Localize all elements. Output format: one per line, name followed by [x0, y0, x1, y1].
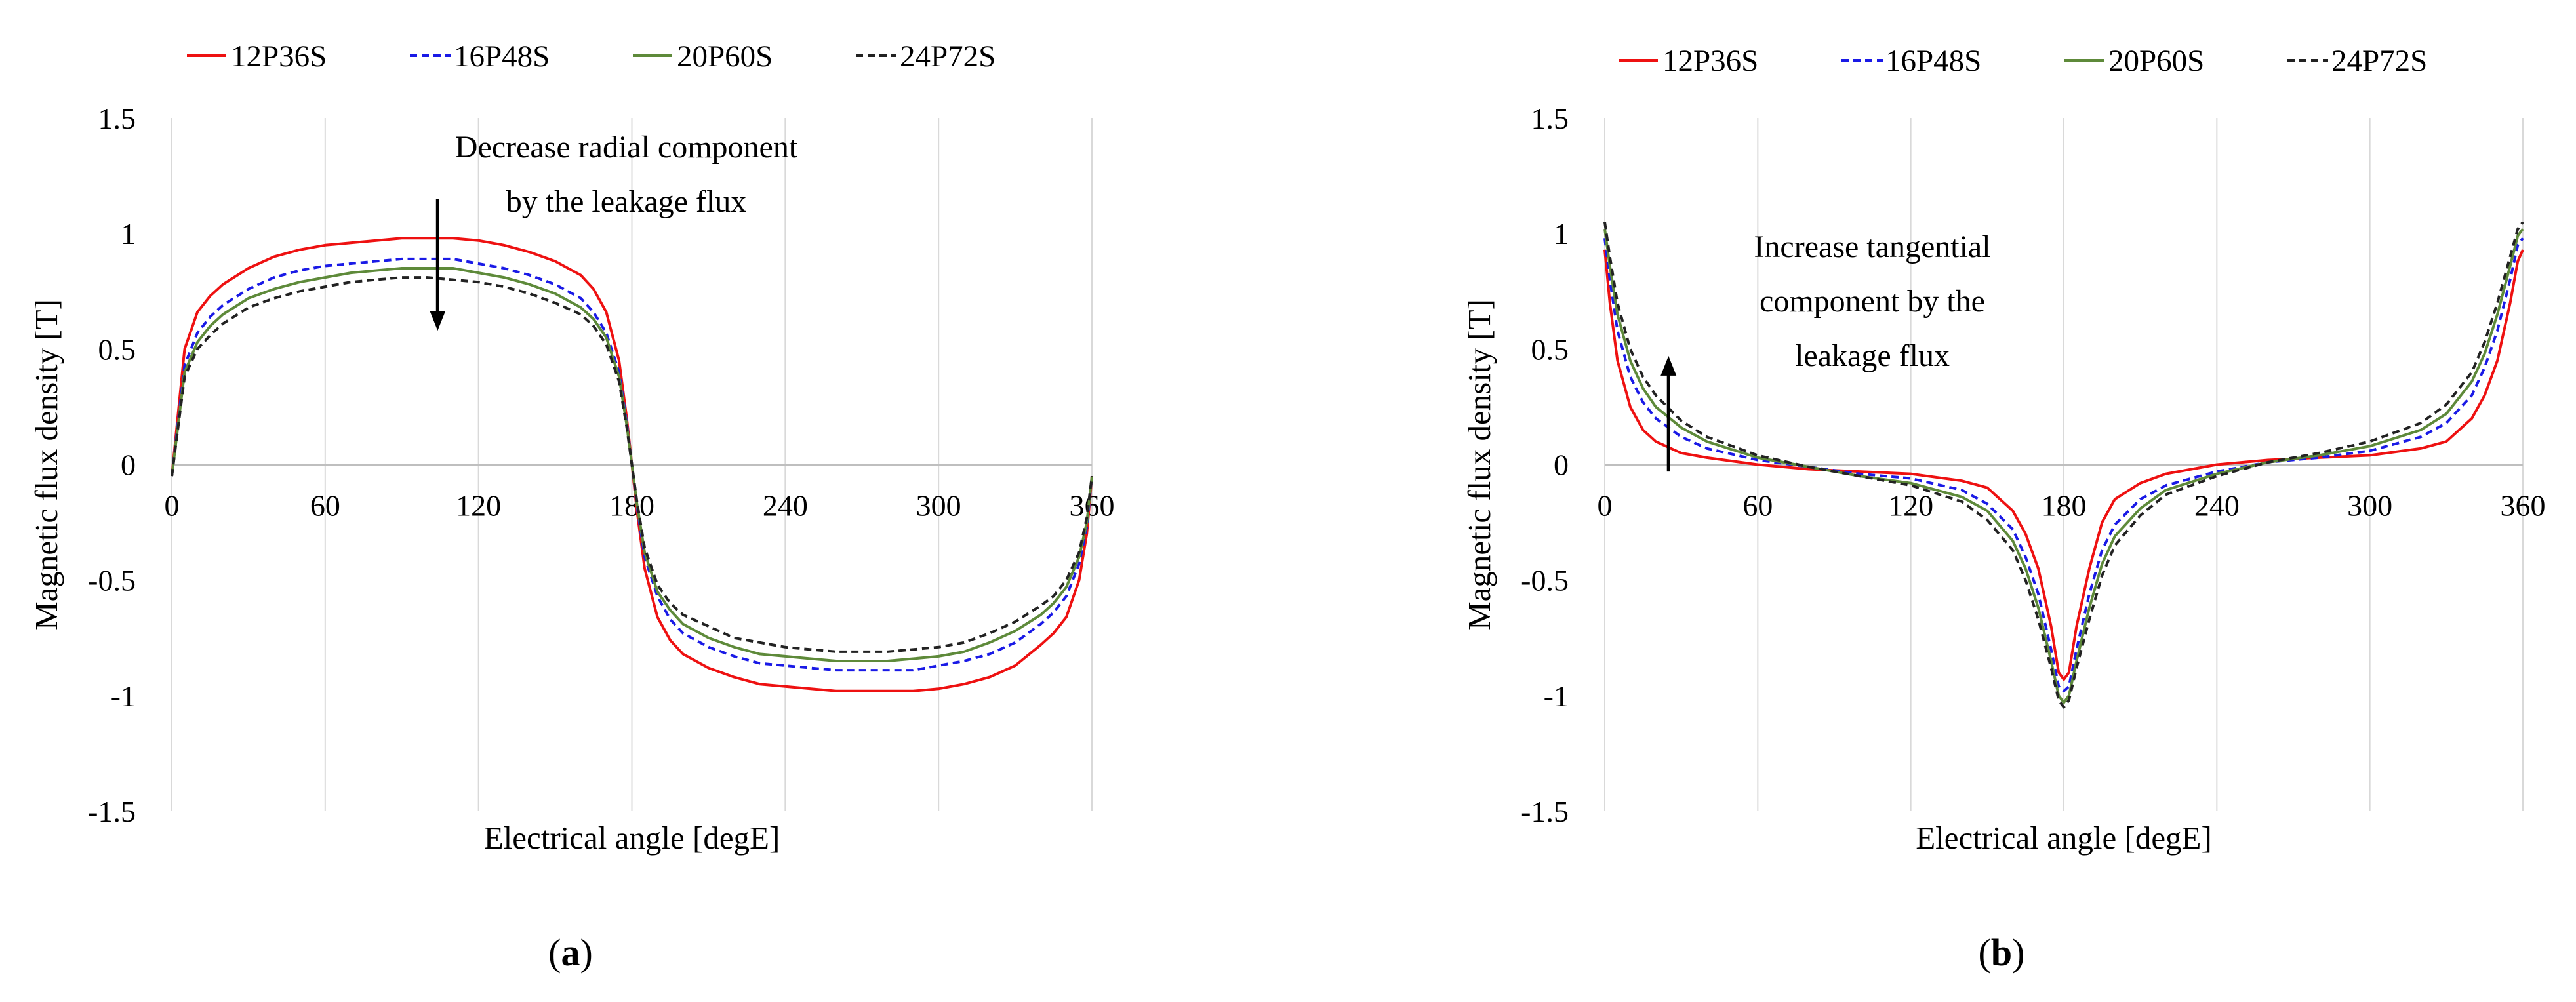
y-tick-label-a: -1.5: [88, 795, 136, 828]
legend-b-label-16P48S: 16P48S: [1885, 44, 1981, 78]
annotation-b-line-1: Increase tangential: [1754, 230, 1990, 264]
series-group-b: [1603, 221, 2524, 709]
annotation-a-line-2: by the leakage flux: [506, 184, 747, 219]
x-axis-label-b: Electrical angle [degE]: [1916, 820, 2212, 856]
annotation-a-arrow: [430, 199, 446, 331]
annotation-a-line-1: Decrease radial component: [455, 130, 798, 165]
x-axis-label-a: Electrical angle [degE]: [484, 820, 780, 856]
y-tick-label-b: 0.5: [1531, 332, 1569, 366]
y-tick-label-b: -0.5: [1521, 564, 1569, 597]
annotation-arrow-head-b: [1660, 355, 1677, 376]
y-tick-label-a: -1: [111, 679, 136, 713]
x-tick-label-b: 300: [2347, 489, 2392, 523]
x-tick-label-a: 180: [609, 489, 654, 523]
panel-label-b: (b): [1979, 931, 2025, 974]
y-tick-labels-b: -1.5 -1 -0.5 0 0.5 1 1.5: [1521, 102, 1569, 828]
y-tick-label-b: 1.5: [1531, 102, 1569, 135]
chart-panel-a: 12P36S 16P48S 20P60S 24P72S -1.5-1-0.500…: [28, 39, 1115, 974]
series-line-b-12P36S: [1603, 249, 2524, 681]
series-line-b-20P60S: [1603, 228, 2524, 704]
panel-label-a: (a): [548, 931, 593, 974]
y-tick-label-b: 0: [1554, 449, 1569, 482]
y-tick-label-a: 1: [121, 217, 136, 250]
y-axis-label-b: Magnetic flux density [T]: [1461, 299, 1497, 630]
series-line-b-16P48S: [1603, 237, 2524, 692]
y-axis-label-a: Magnetic flux density [T]: [28, 299, 64, 630]
x-tick-label-b: 240: [2194, 489, 2240, 523]
x-tick-labels-a: 0 60 120 180 240 300 360: [165, 489, 1115, 523]
legend-b-label-12P36S: 12P36S: [1662, 44, 1758, 78]
annotation-b-arrow: [1660, 355, 1677, 472]
x-tick-label-b: 0: [1598, 489, 1613, 523]
x-tick-label-a: 60: [310, 489, 340, 523]
chart-panel-b: 12P36S 16P48S 20P60S 24P72S -1.5-1-0.500…: [1461, 44, 2546, 974]
y-tick-label-a: 0.5: [98, 332, 136, 366]
panel-label-a-letter: a: [561, 931, 580, 974]
series-group-a: [171, 237, 1093, 692]
y-tick-labels-a: -1.5 -1 -0.5 0 0.5 1 1.5: [88, 102, 136, 828]
x-tick-label-a: 360: [1070, 489, 1115, 523]
y-tick-label-a: 1.5: [98, 102, 136, 135]
x-tick-label-a: 120: [456, 489, 501, 523]
x-tick-label-b: 120: [1888, 489, 1933, 523]
legend-a-label-20P60S: 20P60S: [677, 39, 773, 73]
y-tick-label-b: -1.5: [1521, 795, 1569, 828]
x-tick-label-a: 240: [763, 489, 808, 523]
series-line-a-24P72S: [171, 276, 1093, 653]
panel-label-b-letter: b: [1991, 931, 2012, 974]
x-tick-label-a: 0: [165, 489, 180, 523]
legend-b-label-20P60S: 20P60S: [2108, 44, 2204, 78]
legend-a-label-16P48S: 16P48S: [454, 39, 550, 73]
series-line-b-24P72S: [1603, 221, 2524, 709]
legend-a: 12P36S 16P48S 20P60S 24P72S: [187, 39, 996, 73]
legend-b: 12P36S 16P48S 20P60S 24P72S: [1619, 44, 2427, 78]
x-tick-label-b: 180: [2042, 489, 2087, 523]
y-tick-label-b: 1: [1554, 217, 1569, 250]
y-tick-label-b: -1: [1544, 679, 1569, 713]
legend-a-label-12P36S: 12P36S: [231, 39, 327, 73]
x-tick-label-b: 360: [2501, 489, 2546, 523]
annotation-b-line-2: component by the: [1760, 284, 1985, 319]
legend-a-label-24P72S: 24P72S: [900, 39, 996, 73]
annotation-arrow-head-a: [430, 311, 446, 331]
x-tick-labels-b: 0 60 120 180 240 300 360: [1598, 489, 2546, 523]
y-tick-label-a: -0.5: [88, 564, 136, 597]
y-tick-label-a: 0: [121, 449, 136, 482]
annotation-b-line-3: leakage flux: [1795, 338, 1950, 373]
x-tick-label-a: 300: [916, 489, 961, 523]
legend-b-label-24P72S: 24P72S: [2331, 44, 2427, 78]
x-tick-label-b: 60: [1742, 489, 1773, 523]
